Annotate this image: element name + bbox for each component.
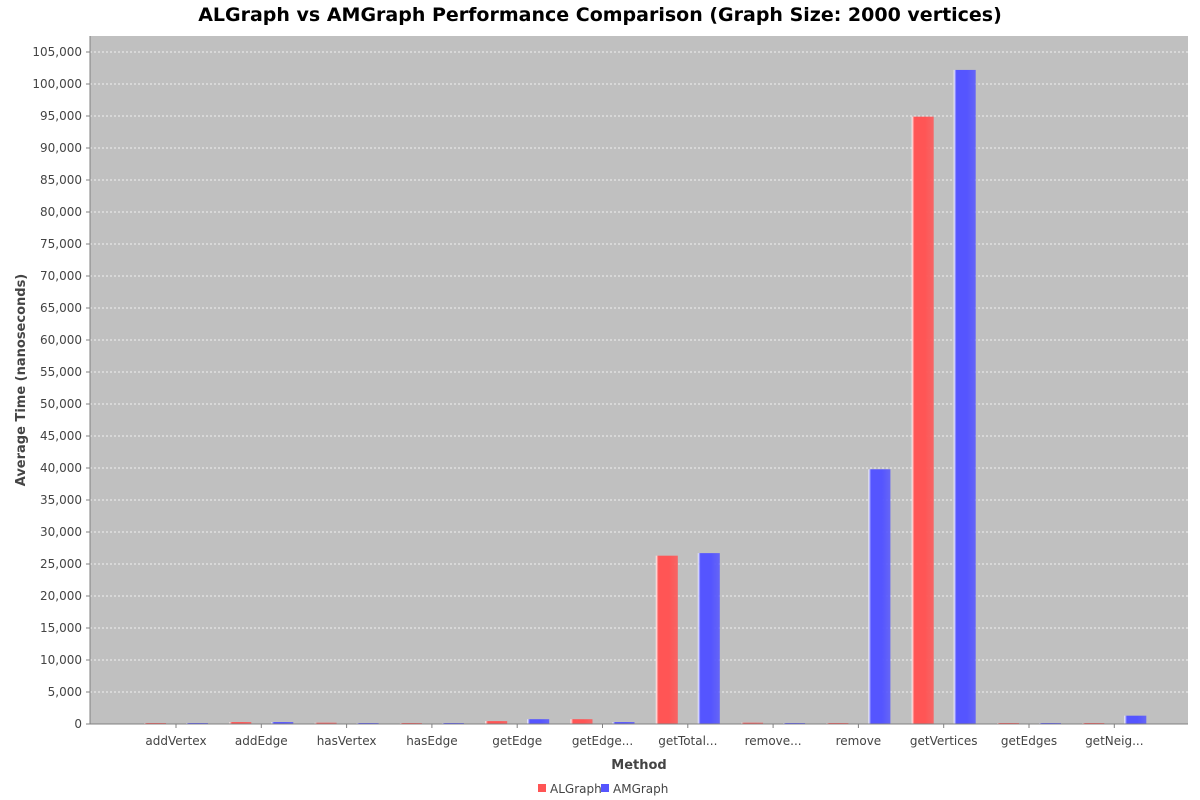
y-tick-label: 75,000 [40, 237, 82, 251]
y-tick-label: 70,000 [40, 269, 82, 283]
x-tick-label: remove... [745, 734, 802, 748]
chart-title: ALGraph vs AMGraph Performance Compariso… [198, 4, 1002, 26]
y-tick-label: 0 [74, 717, 82, 731]
x-tick-label: remove [836, 734, 882, 748]
x-tick-label: hasVertex [317, 734, 377, 748]
y-tick-label: 60,000 [40, 333, 82, 347]
bar-algraph-9 [911, 116, 934, 724]
y-tick-label: 50,000 [40, 397, 82, 411]
y-tick-label: 65,000 [40, 301, 82, 315]
gridlines [90, 51, 1188, 725]
legend-label-amgraph: AMGraph [613, 782, 668, 796]
y-axis-label: Average Time (nanoseconds) [14, 274, 29, 487]
legend-swatch-algraph [538, 784, 546, 792]
y-tick-label: 25,000 [40, 557, 82, 571]
bar-amgraph-9 [953, 69, 976, 725]
y-tick-label: 100,000 [32, 77, 82, 91]
x-tick-label: getEdge [492, 734, 542, 748]
x-tick-label: getNeig... [1085, 734, 1143, 748]
plot-area [90, 36, 1188, 724]
y-tick-label: 15,000 [40, 621, 82, 635]
bar-algraph-5 [570, 719, 593, 724]
y-tick-label: 95,000 [40, 109, 82, 123]
x-tick-label: getEdge... [572, 734, 633, 748]
y-tick-label: 80,000 [40, 205, 82, 219]
legend: ALGraph AMGraph [538, 782, 668, 796]
bar-amgraph-11 [1124, 715, 1147, 724]
bar-amgraph-4 [527, 719, 550, 724]
y-tick-label: 90,000 [40, 141, 82, 155]
bar-algraph-1 [229, 722, 252, 724]
x-tick-label: addVertex [145, 734, 206, 748]
y-tick-label: 35,000 [40, 493, 82, 507]
y-tick-label: 20,000 [40, 589, 82, 603]
bar-amgraph-5 [612, 722, 635, 724]
bar-algraph-4 [485, 721, 508, 724]
bar-algraph-6 [655, 555, 678, 724]
y-tick-label: 45,000 [40, 429, 82, 443]
bar-algraph-7 [741, 722, 764, 724]
y-tick-label: 40,000 [40, 461, 82, 475]
bar-amgraph-8 [868, 469, 891, 724]
y-tick-label: 30,000 [40, 525, 82, 539]
y-tick-label: 10,000 [40, 653, 82, 667]
y-tick-label: 5,000 [48, 685, 82, 699]
x-tick-label: getEdges [1001, 734, 1057, 748]
legend-label-algraph: ALGraph [550, 782, 602, 796]
y-tick-label: 55,000 [40, 365, 82, 379]
bar-amgraph-6 [697, 553, 720, 724]
bar-amgraph-1 [271, 722, 294, 724]
x-axis-label: Method [611, 758, 666, 773]
y-tick-label: 105,000 [32, 45, 82, 59]
legend-swatch-amgraph [601, 784, 609, 792]
y-axis-ticks: 0 5,000 10,000 15,000 20,000 25,000 30,000 35,0… [32, 45, 90, 731]
x-tick-label: getTotal... [658, 734, 717, 748]
bars [144, 69, 1147, 725]
x-tick-label: getVertices [910, 734, 978, 748]
x-tick-label: addEdge [235, 734, 288, 748]
x-axis-ticks: addVertex addEdge hasVertex hasEdge getEdge g… [145, 724, 1144, 748]
x-tick-label: hasEdge [406, 734, 457, 748]
y-tick-label: 85,000 [40, 173, 82, 187]
bar-algraph-2 [314, 722, 337, 724]
